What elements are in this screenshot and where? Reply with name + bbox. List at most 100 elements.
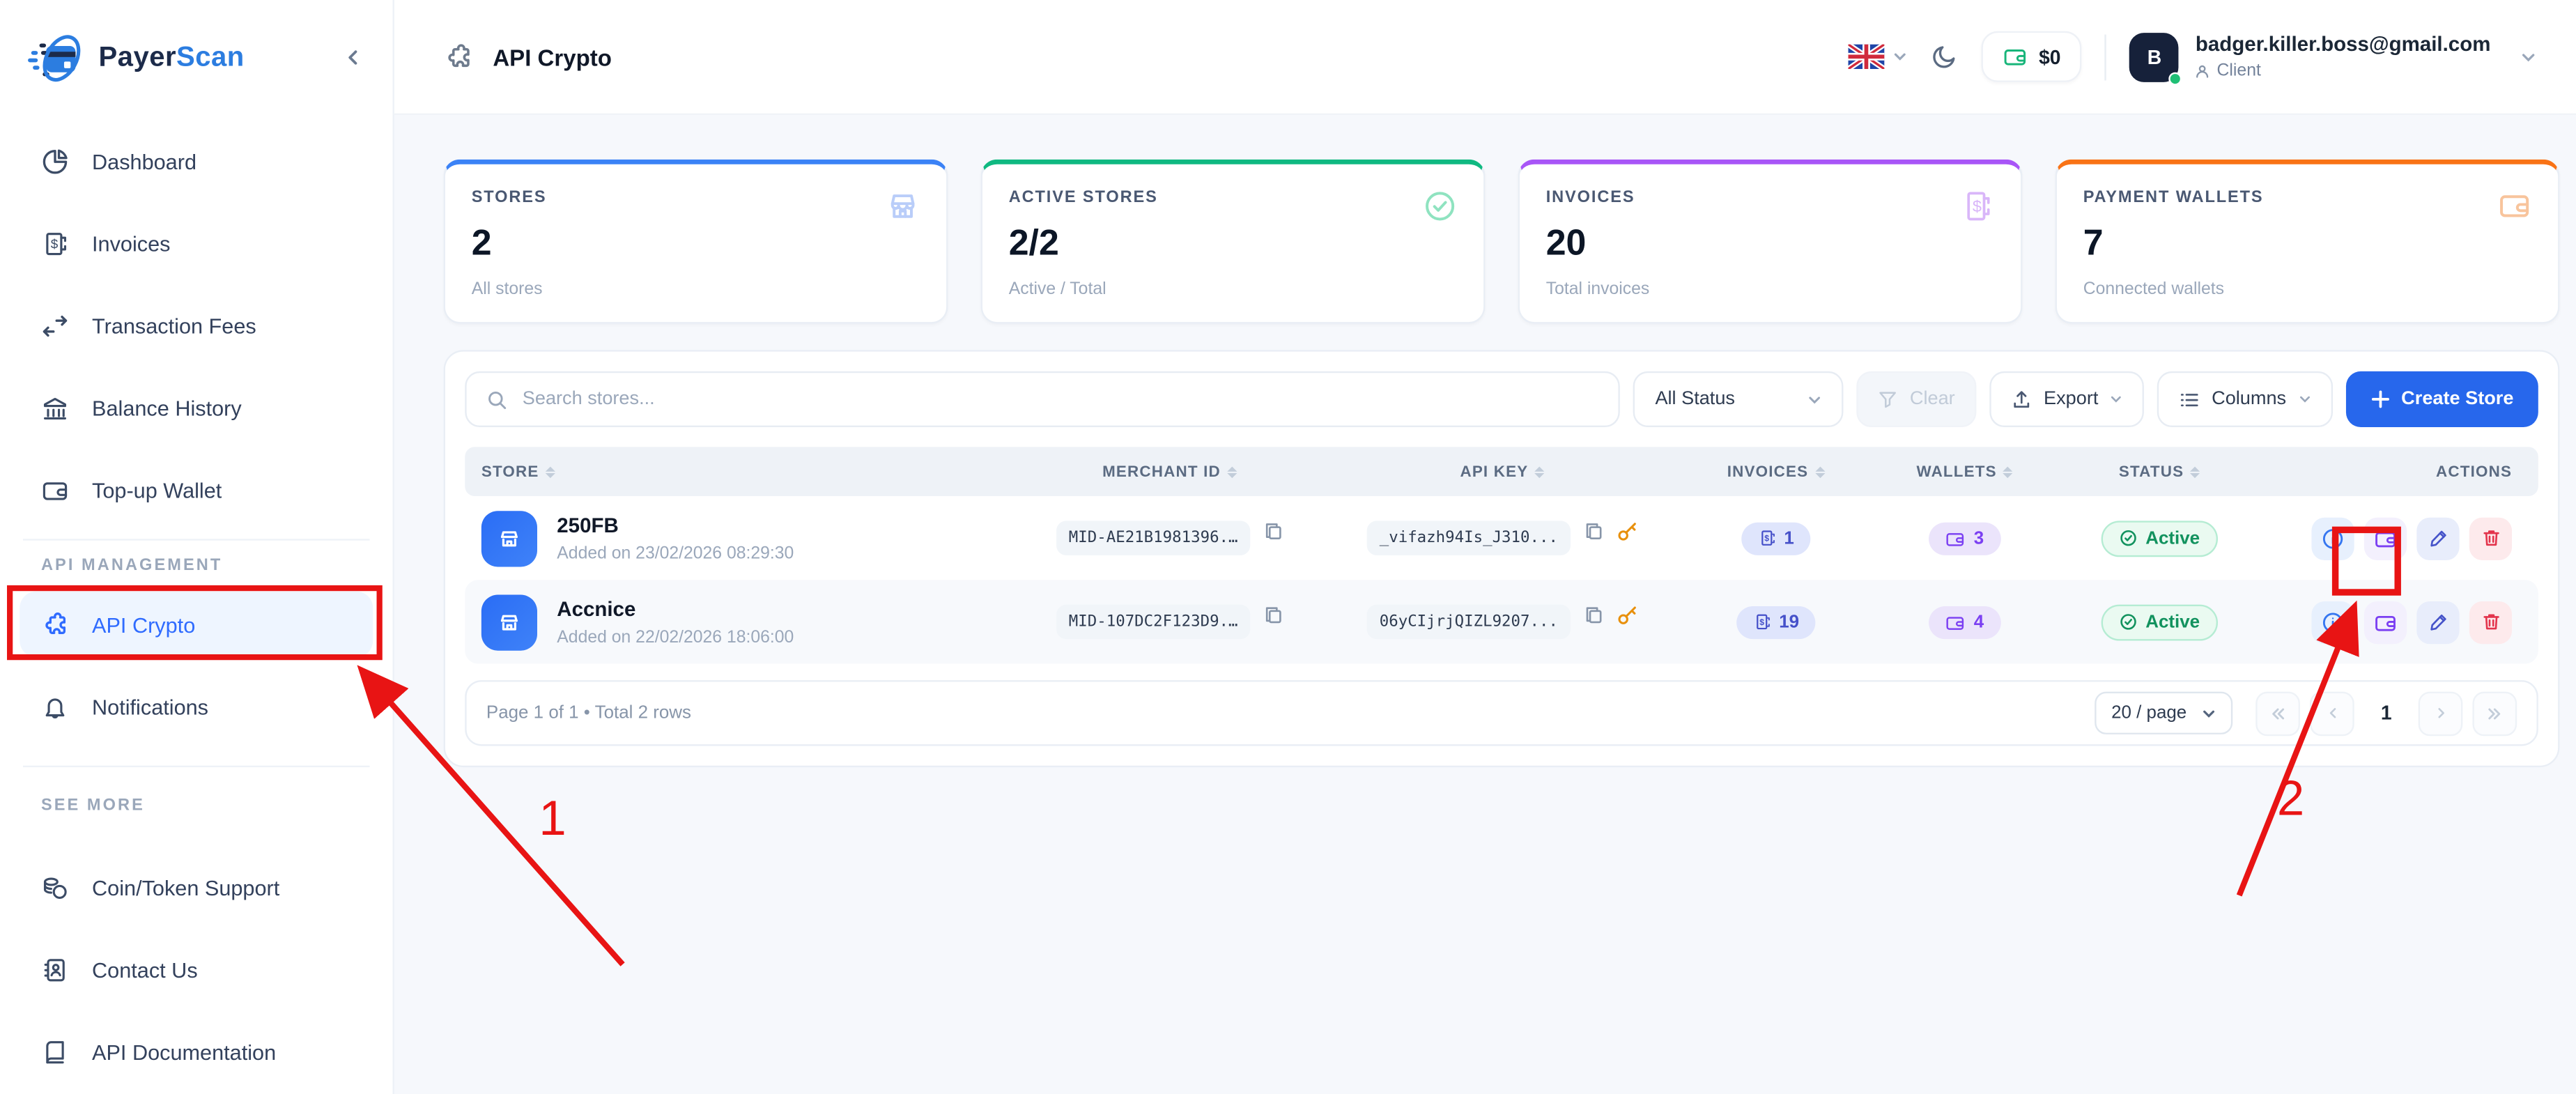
stat-label: PAYMENT WALLETS	[2083, 189, 2264, 208]
wallets-cell: 4	[1873, 605, 2057, 639]
sidebar-item-balance-history[interactable]: Balance History	[20, 375, 373, 440]
delete-button[interactable]	[2469, 600, 2513, 644]
export-icon	[2011, 389, 2033, 410]
language-selector[interactable]	[1848, 44, 1908, 70]
trash-icon	[2480, 611, 2501, 633]
copy-icon[interactable]	[1264, 605, 1283, 640]
columns-button[interactable]: Columns	[2157, 371, 2333, 428]
sidebar-item-notifications[interactable]: Notifications	[20, 674, 373, 739]
column-header-status[interactable]: STATUS	[2057, 463, 2262, 481]
person-icon	[2196, 63, 2210, 78]
edit-button[interactable]	[2416, 600, 2460, 644]
sidebar-item-contact-us[interactable]: Contact Us	[20, 937, 373, 1002]
store-added-date: Added on 23/02/2026 08:29:30	[557, 543, 794, 563]
sidebar-item-label: Notifications	[92, 694, 208, 719]
key-icon[interactable]	[1617, 521, 1639, 555]
sidebar-header: PayerScan	[0, 0, 393, 115]
sidebar-item-api-documentation[interactable]: API Documentation	[20, 1019, 373, 1084]
sidebar-item-invoices[interactable]: $ Invoices	[20, 210, 373, 276]
bell-icon	[41, 693, 69, 721]
previous-page-button[interactable]	[2310, 691, 2354, 736]
stat-label: STORES	[471, 189, 547, 208]
column-header-merchant-id[interactable]: MERCHANT ID	[1014, 463, 1326, 481]
column-header-invoices[interactable]: INVOICES	[1679, 463, 1873, 481]
svg-text:$: $	[1759, 617, 1764, 627]
store-name: 250FB	[557, 513, 619, 537]
stat-sublabel: Total invoices	[1545, 279, 1650, 300]
wallet-balance-chip[interactable]: $0	[1981, 31, 2083, 82]
sidebar-item-transaction-fees[interactable]: Transaction Fees	[20, 293, 373, 358]
stat-value: 7	[2083, 222, 2104, 263]
edit-button[interactable]	[2416, 516, 2460, 560]
delete-button[interactable]	[2469, 516, 2513, 560]
sidebar-item-label: Transaction Fees	[92, 313, 256, 338]
info-button[interactable]	[2311, 516, 2354, 560]
store-cell: 250FB Added on 23/02/2026 08:29:30	[481, 510, 1014, 567]
store-wallets-button[interactable]	[2363, 600, 2407, 644]
first-page-button[interactable]	[2255, 691, 2300, 736]
dark-mode-toggle[interactable]	[1930, 43, 1958, 70]
store-icon	[481, 510, 538, 567]
stat-sublabel: Active / Total	[1008, 279, 1106, 300]
page-title-wrap: API Crypto	[444, 42, 612, 71]
clear-filters-button[interactable]: Clear	[1857, 371, 1977, 428]
stores-toolbar: All Status Clear	[465, 371, 2538, 428]
topbar: API Crypto	[394, 0, 2576, 116]
sidebar-item-topup-wallet[interactable]: Top-up Wallet	[20, 456, 373, 522]
table-footer: Page 1 of 1 • Total 2 rows 20 / page	[465, 680, 2538, 746]
user-menu[interactable]: B badger.killer.boss@gmail.com Client	[2129, 31, 2537, 85]
wallet-icon	[1946, 528, 1966, 548]
store-search[interactable]	[465, 371, 1621, 428]
user-info: badger.killer.boss@gmail.com Client	[2196, 33, 2491, 80]
sidebar-item-coin-token-support[interactable]: Coin/Token Support	[20, 854, 373, 920]
wallet-icon	[41, 476, 69, 504]
merchant-id-cell: MID-107DC2F123D9.…	[1014, 604, 1326, 640]
topbar-right: $0 B badger.killer.boss@gmail.com	[1848, 31, 2537, 85]
uk-flag-icon	[1848, 44, 1885, 70]
status-label: Active	[2145, 528, 2200, 548]
column-label: ACTIONS	[2436, 462, 2513, 481]
sidebar-item-api-crypto[interactable]: API Crypto	[20, 591, 373, 658]
column-header-api-key[interactable]: API KEY	[1326, 463, 1679, 481]
export-button[interactable]: Export	[1989, 371, 2145, 428]
copy-icon[interactable]	[1264, 521, 1283, 555]
invoice-icon: $	[1752, 613, 1771, 631]
sort-icon	[1814, 465, 1825, 477]
invoices-badge: $ 1	[1741, 521, 1811, 555]
table-row: 250FB Added on 23/02/2026 08:29:30 MID-A…	[465, 496, 2538, 580]
chevron-left-icon	[2324, 704, 2340, 721]
invoices-cell: $ 19	[1679, 605, 1873, 639]
create-store-button[interactable]: Create Store	[2345, 371, 2538, 428]
page-size-select[interactable]: 20 / page	[2095, 691, 2233, 734]
topbar-divider	[2105, 33, 2107, 80]
last-page-button[interactable]	[2472, 691, 2517, 736]
avatar: B	[2129, 31, 2183, 85]
copy-icon[interactable]	[1584, 521, 1604, 555]
info-button[interactable]	[2311, 600, 2354, 644]
sidebar-collapse-button[interactable]	[337, 41, 369, 74]
column-header-wallets[interactable]: WALLETS	[1873, 463, 2057, 481]
double-chevron-left-icon	[2269, 704, 2287, 722]
sidebar-item-label: Top-up Wallet	[92, 477, 222, 502]
actions-cell	[2262, 600, 2522, 644]
puzzle-icon	[444, 42, 473, 71]
store-wallets-button[interactable]	[2363, 516, 2407, 560]
search-input[interactable]	[522, 389, 1600, 410]
merchant-id-value: MID-AE21B1981396.…	[1055, 521, 1251, 555]
bank-icon	[41, 394, 69, 422]
api-key-cell: 06yCIjrjQIZL9207...	[1326, 604, 1679, 640]
current-page[interactable]: 1	[2380, 701, 2392, 725]
brand-logo[interactable]: PayerScan	[26, 33, 245, 82]
column-header-store[interactable]: STORE	[481, 463, 1014, 481]
book-icon	[41, 1038, 69, 1065]
status-filter-select[interactable]: All Status	[1633, 371, 1844, 428]
key-icon[interactable]	[1617, 605, 1639, 640]
user-email: badger.killer.boss@gmail.com	[2195, 33, 2491, 56]
stat-value: 2	[471, 222, 492, 263]
sidebar-item-dashboard[interactable]: Dashboard	[20, 128, 373, 194]
sidebar-item-label: Coin/Token Support	[92, 875, 280, 900]
status-cell: Active	[2057, 603, 2262, 640]
copy-icon[interactable]	[1584, 605, 1604, 640]
status-label: Active	[2145, 612, 2200, 632]
next-page-button[interactable]	[2418, 691, 2463, 736]
